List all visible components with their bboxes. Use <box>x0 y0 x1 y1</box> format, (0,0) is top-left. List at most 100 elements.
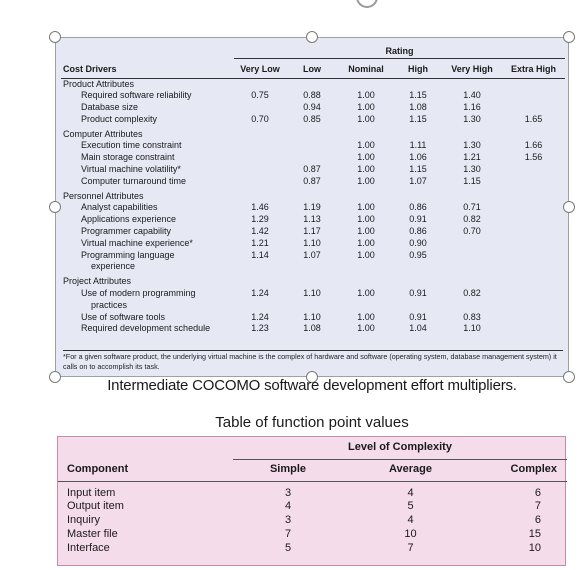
multiplier-cell <box>502 202 565 214</box>
points-cell: 10 <box>404 527 417 540</box>
multiplier-cell: 0.82 <box>463 214 481 225</box>
resize-handle-top-right[interactable] <box>563 31 575 43</box>
points-cell: 4 <box>407 486 414 499</box>
table-row: Main storage constraint 1.00 1.06 1.21 1.56 <box>61 152 565 164</box>
resize-handle-bottom-right[interactable] <box>563 371 575 383</box>
component-label: Interface <box>67 541 110 554</box>
category-row: Computer Attributes <box>61 126 565 141</box>
cost-driver-label: Required software reliability <box>81 90 192 101</box>
multiplier-cell: 0.85 <box>303 113 321 124</box>
multiplier-cell: 1.00 <box>357 140 375 151</box>
cost-driver-label-continued: practices <box>91 299 128 310</box>
multiplier-cell: 1.14 <box>251 249 269 260</box>
table-row: Product complexity 0.70 0.85 1.00 1.15 1.30 1.… <box>61 114 565 126</box>
multiplier-cell: 1.10 <box>463 323 481 334</box>
cost-driver-label: Virtual machine experience* <box>81 237 193 248</box>
multiplier-cell: 0.70 <box>463 226 481 237</box>
multiplier-cell: 1.30 <box>463 113 481 124</box>
multiplier-cell <box>502 323 565 335</box>
resize-handle-right[interactable] <box>563 201 575 213</box>
multiplier-cell <box>502 288 565 312</box>
cocomo-table: Rating Cost Drivers Very Low Low Nominal… <box>61 42 565 335</box>
function-point-table-image[interactable]: Level of Complexity Component Simple Ave… <box>57 436 567 566</box>
multiplier-cell: 1.00 <box>357 164 375 175</box>
table-row: Virtual machine experience* 1.21 1.10 1.00 0… <box>61 238 565 250</box>
multiplier-cell: 1.23 <box>251 323 269 334</box>
table-row: Use of software tools 1.24 1.10 1.00 0.91 0.8… <box>61 312 565 324</box>
cost-driver-label: Applications experience <box>81 214 177 225</box>
multiplier-cell: 1.07 <box>409 175 427 186</box>
multiplier-cell <box>502 90 565 102</box>
component-label: Input item <box>67 486 116 499</box>
multiplier-cell <box>502 312 565 324</box>
cost-driver-cell: Execution time constraint <box>61 140 234 152</box>
multiplier-cell: 1.00 <box>357 202 375 213</box>
fp-body: Input item 3 4 6 Output item 4 5 7 Inquiry 3 4 6 Mas… <box>58 481 567 555</box>
col-extra-high: Extra High <box>502 58 565 79</box>
cocomo-body: Product Attributes Required software reli… <box>61 78 565 335</box>
points-cell: 3 <box>284 486 292 499</box>
category-label: Product Attributes <box>63 78 135 89</box>
multiplier-cell <box>502 164 565 176</box>
resize-handle-left[interactable] <box>49 201 61 213</box>
resize-handle-top[interactable] <box>306 31 318 43</box>
points-cell: 5 <box>407 500 414 513</box>
multiplier-cell: 1.65 <box>524 113 543 124</box>
multiplier-cell <box>234 102 286 114</box>
points-cell: 6 <box>534 486 541 499</box>
multiplier-cell: 1.21 <box>251 237 269 248</box>
multiplier-cell: 0.71 <box>463 202 481 213</box>
table-row: Interface 5 7 10 <box>58 542 567 556</box>
multiplier-cell <box>286 152 338 164</box>
multiplier-cell: 0.75 <box>251 90 269 101</box>
multiplier-cell: 0.90 <box>409 237 427 248</box>
multiplier-cell: 1.00 <box>357 249 375 260</box>
multiplier-cell: 1.56 <box>524 152 543 163</box>
table-row: Virtual machine volatility* 0.87 1.00 1.15 1… <box>61 164 565 176</box>
multiplier-cell: 1.00 <box>357 152 375 163</box>
cost-driver-cell: Use of modern programming practices <box>61 288 234 312</box>
table-row: Analyst capabilities 1.46 1.19 1.00 0.86 0.71 <box>61 202 565 214</box>
multiplier-cell: 1.00 <box>357 214 375 225</box>
multiplier-cell: 1.04 <box>409 323 427 334</box>
multiplier-cell: 1.13 <box>303 214 321 225</box>
multiplier-cell: 1.17 <box>303 226 321 237</box>
resize-handle-top-left[interactable] <box>49 31 61 43</box>
multiplier-cell: 1.07 <box>303 249 321 260</box>
multiplier-cell: 1.00 <box>357 237 375 248</box>
rotate-handle[interactable] <box>356 0 378 8</box>
multiplier-cell: 1.19 <box>303 202 321 213</box>
cost-driver-label: Database size <box>81 102 139 113</box>
cost-driver-cell: Product complexity <box>61 114 234 126</box>
multiplier-cell: 1.21 <box>463 152 481 163</box>
multiplier-cell: 1.00 <box>357 90 375 101</box>
resize-handle-bottom[interactable] <box>306 371 318 383</box>
points-cell: 15 <box>528 527 541 540</box>
points-cell: 4 <box>407 514 414 527</box>
col-complex: Complex <box>478 459 567 482</box>
cocomo-table-image[interactable]: Rating Cost Drivers Very Low Low Nominal… <box>55 37 569 377</box>
multiplier-cell: 0.82 <box>463 288 481 299</box>
cost-driver-label: Required development schedule <box>81 323 211 334</box>
level-of-complexity-header: Level of Complexity <box>233 437 567 460</box>
multiplier-cell: 0.95 <box>409 249 427 260</box>
resize-handle-bottom-left[interactable] <box>49 371 61 383</box>
table-row: Inquiry 3 4 6 <box>58 514 567 528</box>
points-cell: 7 <box>284 527 292 540</box>
multiplier-cell: 1.00 <box>357 323 375 334</box>
multiplier-cell: 0.94 <box>303 102 321 113</box>
col-average: Average <box>343 459 478 482</box>
multiplier-cell <box>502 214 565 226</box>
points-cell: 4 <box>284 500 292 513</box>
multiplier-cell <box>234 140 286 152</box>
multiplier-cell: 1.15 <box>409 164 427 175</box>
fp-table-title: Table of function point values <box>215 414 409 431</box>
multiplier-cell <box>286 140 338 152</box>
table-row: Required software reliability 0.75 0.88 1.0… <box>61 90 565 102</box>
multiplier-cell: 1.00 <box>357 226 375 237</box>
multiplier-cell: 1.08 <box>409 102 427 113</box>
multiplier-cell: 1.46 <box>251 202 269 213</box>
cocomo-caption: Intermediate COCOMO software development… <box>107 377 517 394</box>
table-row: Required development schedule 1.23 1.08 1.0… <box>61 323 565 335</box>
table-row: Programming language experience 1.14 1.07 1.… <box>61 250 565 274</box>
